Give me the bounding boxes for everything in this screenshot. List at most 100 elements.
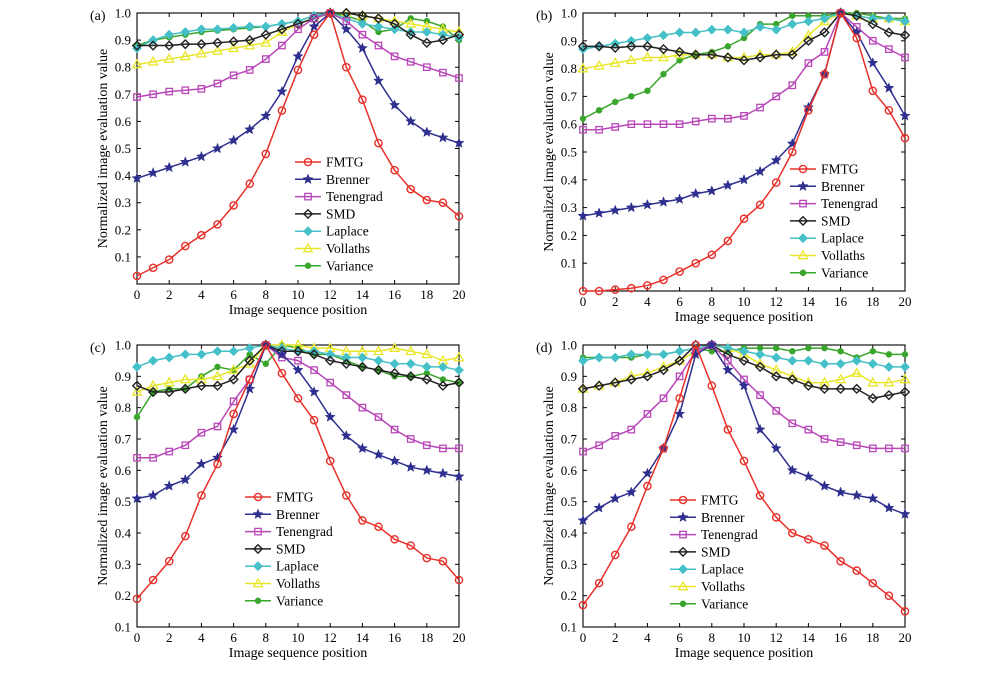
data-point-vollaths <box>163 53 175 63</box>
data-point-fmtg <box>374 522 383 532</box>
series-line-smd <box>583 12 906 62</box>
data-point-laplace <box>148 35 159 46</box>
data-point-smd <box>803 380 814 391</box>
data-point-variance <box>789 348 796 355</box>
y-tick-label: 0.3 <box>561 557 577 572</box>
data-point-tenengrad <box>149 453 157 462</box>
data-point-fmtg <box>852 566 862 575</box>
data-point-laplace <box>819 358 830 369</box>
data-point-laplace <box>900 362 910 372</box>
data-point-brenner <box>738 379 750 391</box>
legend: FMTG Brenner Tenengrad SMD Laplace Vollaths Va… <box>295 155 383 273</box>
y-axis-label: Normalized image evaluation value <box>542 52 557 251</box>
data-point-smd <box>577 383 589 395</box>
legend-label-variance: Variance <box>701 596 748 611</box>
x-tick-label: 6 <box>230 287 237 302</box>
data-point-brenner <box>405 461 417 472</box>
legend-label-brenner: Brenner <box>701 510 745 525</box>
data-point-tenengrad <box>852 441 861 450</box>
data-point-smd <box>593 380 605 391</box>
legend-label-vollaths: Vollaths <box>326 241 370 256</box>
legend-label-vollaths: Vollaths <box>701 579 745 594</box>
data-point-vollaths <box>211 370 224 381</box>
legend-marker-brenner <box>797 180 809 192</box>
x-tick-label: 14 <box>802 630 816 645</box>
data-point-tenengrad <box>439 444 447 453</box>
data-point-brenner <box>131 172 143 184</box>
data-point-laplace <box>803 16 814 27</box>
data-point-fmtg <box>309 30 319 39</box>
data-point-fmtg <box>164 556 174 566</box>
legend-label-tenengrad: Tenengrad <box>701 527 758 542</box>
data-point-vollaths <box>131 58 143 69</box>
data-point-tenengrad <box>165 447 174 456</box>
data-point-smd <box>867 393 878 404</box>
data-point-vollaths <box>195 47 207 58</box>
data-point-vollaths <box>195 373 207 384</box>
data-point-vollaths <box>228 364 240 374</box>
x-tick-label: 6 <box>676 630 683 645</box>
data-point-laplace <box>421 27 432 37</box>
data-point-tenengrad <box>229 71 238 80</box>
data-point-smd <box>437 380 449 391</box>
data-point-brenner <box>453 470 465 482</box>
data-point-tenengrad <box>133 93 141 101</box>
data-point-brenner <box>227 134 240 146</box>
legend-label-smd: SMD <box>326 206 356 221</box>
x-tick-label: 0 <box>134 630 141 645</box>
data-point-tenengrad <box>439 68 447 77</box>
data-point-brenner <box>195 150 208 162</box>
data-point-variance <box>595 107 603 114</box>
y-tick-label: 0.8 <box>115 60 131 75</box>
data-point-tenengrad <box>675 120 684 129</box>
data-point-brenner <box>292 364 304 375</box>
data-point-tenengrad <box>579 125 587 134</box>
data-point-brenner <box>421 126 433 138</box>
data-point-fmtg <box>755 491 765 500</box>
data-point-laplace <box>851 355 862 366</box>
y-tick-label: 0.1 <box>561 256 577 271</box>
legend: FMTG Brenner Tenengrad SMD Laplace Vollaths Va… <box>245 490 333 608</box>
legend-label-laplace: Laplace <box>701 562 744 577</box>
data-point-tenengrad <box>579 447 587 456</box>
data-point-laplace <box>787 355 798 366</box>
legend-marker-laplace <box>303 226 313 237</box>
data-point-smd <box>357 361 368 373</box>
data-point-fmtg <box>293 65 303 75</box>
data-point-laplace <box>771 352 782 363</box>
data-point-laplace <box>883 13 894 24</box>
y-tick-label: 0.6 <box>115 463 132 478</box>
legend-marker-vollaths <box>797 249 809 260</box>
data-point-fmtg <box>438 198 448 207</box>
data-point-smd <box>292 18 304 30</box>
data-point-brenner <box>372 74 385 86</box>
series-tenengrad <box>579 341 909 456</box>
series-laplace <box>132 340 464 375</box>
data-point-tenengrad <box>213 422 222 431</box>
x-tick-label: 8 <box>263 287 270 302</box>
data-point-laplace <box>357 352 368 363</box>
data-point-smd <box>389 368 400 379</box>
data-point-vollaths <box>260 36 272 47</box>
data-point-brenner <box>786 464 798 476</box>
data-point-laplace <box>389 358 400 369</box>
data-point-fmtg <box>594 578 604 588</box>
data-point-tenengrad <box>455 444 463 453</box>
data-point-variance <box>660 70 667 78</box>
data-point-tenengrad <box>278 41 286 50</box>
y-tick-label: 0.1 <box>115 620 131 635</box>
data-point-tenengrad <box>374 41 383 50</box>
data-point-brenner <box>625 486 637 498</box>
data-point-tenengrad <box>740 112 748 120</box>
data-point-laplace <box>867 358 878 369</box>
data-point-laplace <box>373 21 384 32</box>
legend-marker-tenengrad <box>799 199 807 208</box>
data-point-laplace <box>626 349 637 360</box>
x-tick-label: 16 <box>388 287 402 302</box>
x-tick-label: 10 <box>738 294 751 309</box>
y-tick-label: 0.2 <box>115 588 131 603</box>
data-point-brenner <box>437 131 449 143</box>
data-point-laplace <box>260 21 271 32</box>
data-point-tenengrad <box>772 92 781 101</box>
